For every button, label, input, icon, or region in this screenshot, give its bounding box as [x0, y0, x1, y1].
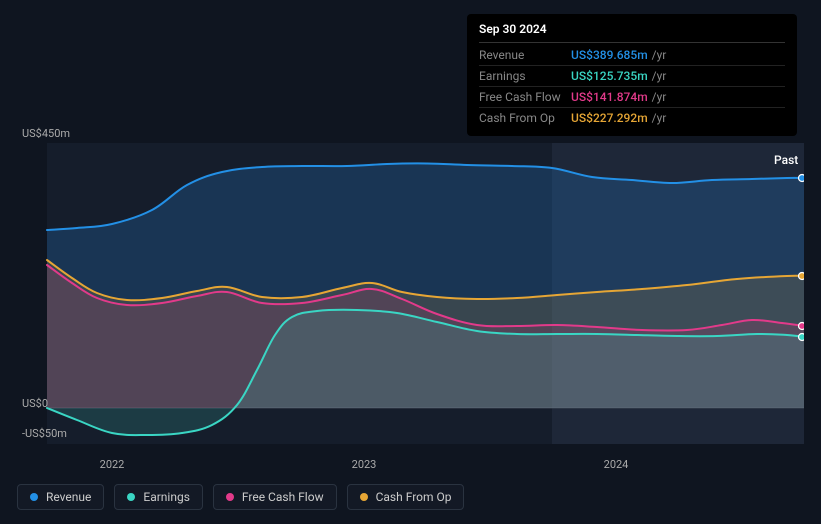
tooltip-metric-value: US$125.735m	[571, 69, 648, 83]
y-axis-label: US$450m	[22, 127, 70, 140]
legend-dot-icon	[30, 493, 38, 501]
legend-label: Free Cash Flow	[242, 490, 324, 504]
tooltip-metric-value: US$389.685m	[571, 48, 648, 62]
legend-label: Revenue	[46, 490, 91, 504]
tooltip-metric-label: Free Cash Flow	[479, 90, 571, 104]
legend-label: Cash From Op	[376, 490, 452, 504]
x-axis-label: 2024	[604, 458, 629, 471]
series-end-dot-earnings	[799, 334, 805, 341]
legend-item-free_cash_flow[interactable]: Free Cash Flow	[213, 484, 337, 510]
tooltip-metric-unit: /yr	[652, 69, 667, 83]
y-axis-label: -US$50m	[22, 427, 67, 440]
tooltip-metric-label: Cash From Op	[479, 111, 571, 125]
tooltip-metric-unit: /yr	[652, 48, 667, 62]
legend-dot-icon	[127, 493, 135, 501]
y-axis-label: US$0	[22, 397, 48, 410]
tooltip-row: EarningsUS$125.735m/yr	[479, 66, 785, 87]
legend-dot-icon	[226, 493, 234, 501]
tooltip-row: Free Cash FlowUS$141.874m/yr	[479, 87, 785, 108]
tooltip-metric-unit: /yr	[652, 111, 667, 125]
x-axis-label: 2022	[100, 458, 125, 471]
series-end-dot-cash_from_op	[799, 273, 805, 280]
chart-legend: Revenue Earnings Free Cash Flow Cash From O…	[17, 484, 464, 510]
tooltip-metric-label: Earnings	[479, 69, 571, 83]
tooltip-metric-value: US$141.874m	[571, 90, 648, 104]
chart-tooltip: Sep 30 2024RevenueUS$389.685m/yrEarnings…	[467, 14, 797, 136]
legend-label: Earnings	[143, 490, 190, 504]
line-area-chart	[17, 125, 804, 444]
x-axis-label: 2023	[352, 458, 377, 471]
tooltip-row: RevenueUS$389.685m/yr	[479, 45, 785, 66]
series-end-dot-free_cash_flow	[799, 323, 805, 330]
tooltip-row: Cash From OpUS$227.292m/yr	[479, 108, 785, 128]
tooltip-metric-value: US$227.292m	[571, 111, 648, 125]
legend-item-earnings[interactable]: Earnings	[114, 484, 203, 510]
legend-dot-icon	[360, 493, 368, 501]
past-label: Past	[774, 153, 798, 167]
tooltip-metric-label: Revenue	[479, 48, 571, 62]
tooltip-metric-unit: /yr	[652, 90, 667, 104]
series-end-dot-revenue	[799, 175, 805, 182]
legend-item-revenue[interactable]: Revenue	[17, 484, 104, 510]
legend-item-cash_from_op[interactable]: Cash From Op	[347, 484, 465, 510]
tooltip-date: Sep 30 2024	[479, 22, 785, 43]
chart-area: US$450mUS$0-US$50m 202220232024 Past	[17, 125, 804, 444]
